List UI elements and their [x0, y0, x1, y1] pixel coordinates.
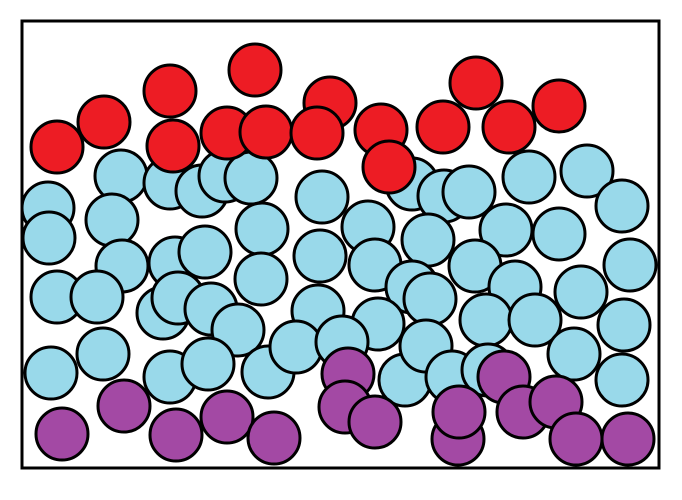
- blue-particle: [546, 326, 602, 382]
- purple-particle: [34, 406, 90, 462]
- red-particle: [142, 63, 198, 119]
- blue-particle: [234, 201, 290, 257]
- blue-particle: [594, 178, 650, 234]
- blue-particle: [75, 326, 131, 382]
- red-particle: [361, 139, 417, 195]
- purple-particle: [148, 407, 204, 463]
- blue-particle: [602, 237, 658, 293]
- container-frame: [20, 19, 661, 470]
- purple-particle: [246, 410, 302, 466]
- blue-particle: [268, 319, 324, 375]
- blue-particle: [84, 192, 140, 248]
- blue-particle: [23, 345, 79, 401]
- red-particle: [448, 55, 504, 111]
- purple-particle: [431, 384, 487, 440]
- blue-particle: [553, 264, 609, 320]
- red-particle: [531, 78, 587, 134]
- blue-particle: [402, 271, 458, 327]
- particles-group: [20, 42, 658, 467]
- blue-particle: [594, 352, 650, 408]
- blue-particle: [292, 228, 348, 284]
- red-particle: [289, 105, 345, 161]
- blue-particle: [596, 297, 652, 353]
- red-particle: [29, 119, 85, 175]
- purple-particle: [96, 378, 152, 434]
- blue-particle: [69, 269, 125, 325]
- purple-particle: [600, 411, 656, 467]
- purple-particle: [199, 389, 255, 445]
- red-particle: [415, 99, 471, 155]
- blue-particle: [177, 224, 233, 280]
- blue-particle: [531, 206, 587, 262]
- red-particle: [238, 104, 294, 160]
- blue-particle: [294, 169, 350, 225]
- blue-particle: [501, 149, 557, 205]
- blue-particle: [21, 210, 77, 266]
- blue-particle: [400, 212, 456, 268]
- blue-particle: [559, 143, 615, 199]
- blue-particle: [441, 164, 497, 220]
- blue-particle: [458, 292, 514, 348]
- purple-particle: [548, 411, 604, 467]
- red-particle: [227, 42, 283, 98]
- blue-particle: [233, 251, 289, 307]
- blue-particle: [507, 292, 563, 348]
- red-particle: [76, 94, 132, 150]
- red-particle: [481, 99, 537, 155]
- red-particle: [145, 118, 201, 174]
- blue-particle: [180, 336, 236, 392]
- purple-particle: [347, 394, 403, 450]
